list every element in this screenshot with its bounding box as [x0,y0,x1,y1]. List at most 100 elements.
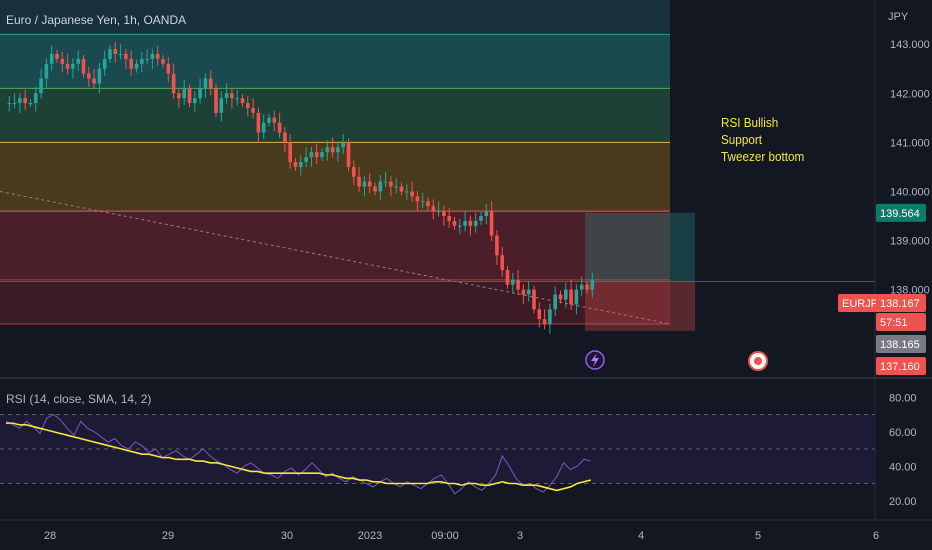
rsi-tick-label: 40.00 [889,461,917,473]
candle-body-85 [452,220,457,226]
candle-body-10 [55,54,59,59]
annotation-support: Support [721,132,762,147]
candle-body-7 [39,78,43,94]
rsi-legend[interactable]: RSI (14, close, SMA, 14, 2) [6,392,151,406]
candle-body-109 [579,284,584,290]
candle-body-9 [49,54,54,64]
candle-body-99 [526,289,531,295]
candle-body-104 [553,294,557,310]
currency-label: JPY [888,11,909,23]
candle-body-100 [532,289,536,310]
price-tick-label: 142.000 [890,88,930,100]
candle-body-97 [516,279,520,290]
position-target-zone [585,212,695,282]
countdown-label-box [876,313,926,331]
candle-body-22 [118,54,123,55]
candle-body-33 [177,93,181,99]
current-price-label-box [876,294,926,312]
long-position-tool[interactable] [0,212,875,331]
candle-body-46 [246,103,250,108]
candle-body-40 [214,88,218,113]
candle-body-91 [484,211,489,216]
candle-body-111 [590,279,595,290]
candle-body-62 [330,147,335,153]
time-axis-ticks[interactable]: 28 29 30 2023 09:00 3 4 5 6 [44,530,879,542]
rsi-tick-label: 60.00 [889,427,917,439]
candle-body-24 [129,58,133,69]
candle-body-93 [495,235,499,256]
candle-body-94 [500,255,504,270]
candle-body-92 [489,211,494,236]
candle-body-1 [7,103,12,105]
candle-body-56 [299,162,303,167]
candle-body-6 [34,93,38,104]
time-tick-label: 29 [162,530,174,542]
price-ticks: 143.000 142.000 141.000 140.000 139.000 138.0… [890,39,930,296]
candle-body-50 [267,117,271,123]
candle-body-108 [574,289,579,305]
candle-body-63 [336,147,340,153]
candle-body-66 [352,166,356,177]
candle-body-31 [166,63,171,74]
target-price-label-box [876,203,926,222]
candle-body-58 [309,152,314,158]
candle-body-12 [65,63,70,69]
candle-body-96 [511,279,515,285]
fib-zone-top [0,0,670,35]
candle-body-73 [389,181,393,187]
candle-body-35 [187,88,192,104]
candle-body-39 [208,78,213,89]
candle-body-110 [585,284,589,290]
alert-icon[interactable] [585,350,605,370]
candle-body-70 [373,186,377,192]
trade-annotation[interactable]: RSI Bullish Support Tweezer bottom [721,114,804,165]
candle-body-86 [458,225,462,227]
candle-body-21 [113,49,118,54]
candle-body-5 [28,103,33,105]
candle-body-8 [44,63,49,79]
candle-body-52 [277,122,282,133]
fib-zone-4 [0,279,670,324]
candle-body-81 [431,206,436,212]
time-tick-label: 5 [755,530,761,542]
candle-body-15 [81,58,86,74]
candle-body-67 [357,176,361,187]
candle-body-87 [463,220,467,226]
fibonacci-zones [0,0,670,325]
candle-body-51 [272,117,277,123]
candle-body-17 [92,78,96,84]
candle-body-64 [341,142,345,148]
candle-body-45 [240,98,245,104]
annotation-rsi-bullish: RSI Bullish [721,115,779,130]
symbol-title: Euro / Japanese Yen, 1h, OANDA [6,13,186,27]
symbol-label-box [838,294,882,312]
stop-target-icon[interactable] [748,351,768,371]
candles [7,42,595,334]
candle-body-11 [60,58,65,64]
candle-body-34 [182,88,186,99]
candle-body-88 [468,220,473,226]
candle-body-57 [304,157,308,162]
candle-body-23 [124,54,128,59]
stop-price-label-box [876,357,926,375]
candle-body-26 [140,58,144,64]
candle-body-44 [235,98,239,100]
price-tick-label: 140.000 [890,186,930,198]
candle-body-82 [436,211,441,213]
candle-body-79 [420,201,425,203]
candle-body-75 [399,186,404,192]
rsi-tick-label: 20.00 [889,496,917,508]
rsi-line [5,413,591,495]
candle-body-71 [378,181,383,192]
last-price-label: 138.165 [880,339,920,351]
candle-body-42 [224,93,229,99]
symbol-label: EURJPY [842,298,886,310]
candle-body-32 [171,73,176,94]
candle-body-43 [230,93,234,99]
candle-body-102 [542,319,547,324]
candle-body-4 [23,98,27,104]
candle-body-16 [87,73,91,79]
time-tick-label: 6 [873,530,879,542]
